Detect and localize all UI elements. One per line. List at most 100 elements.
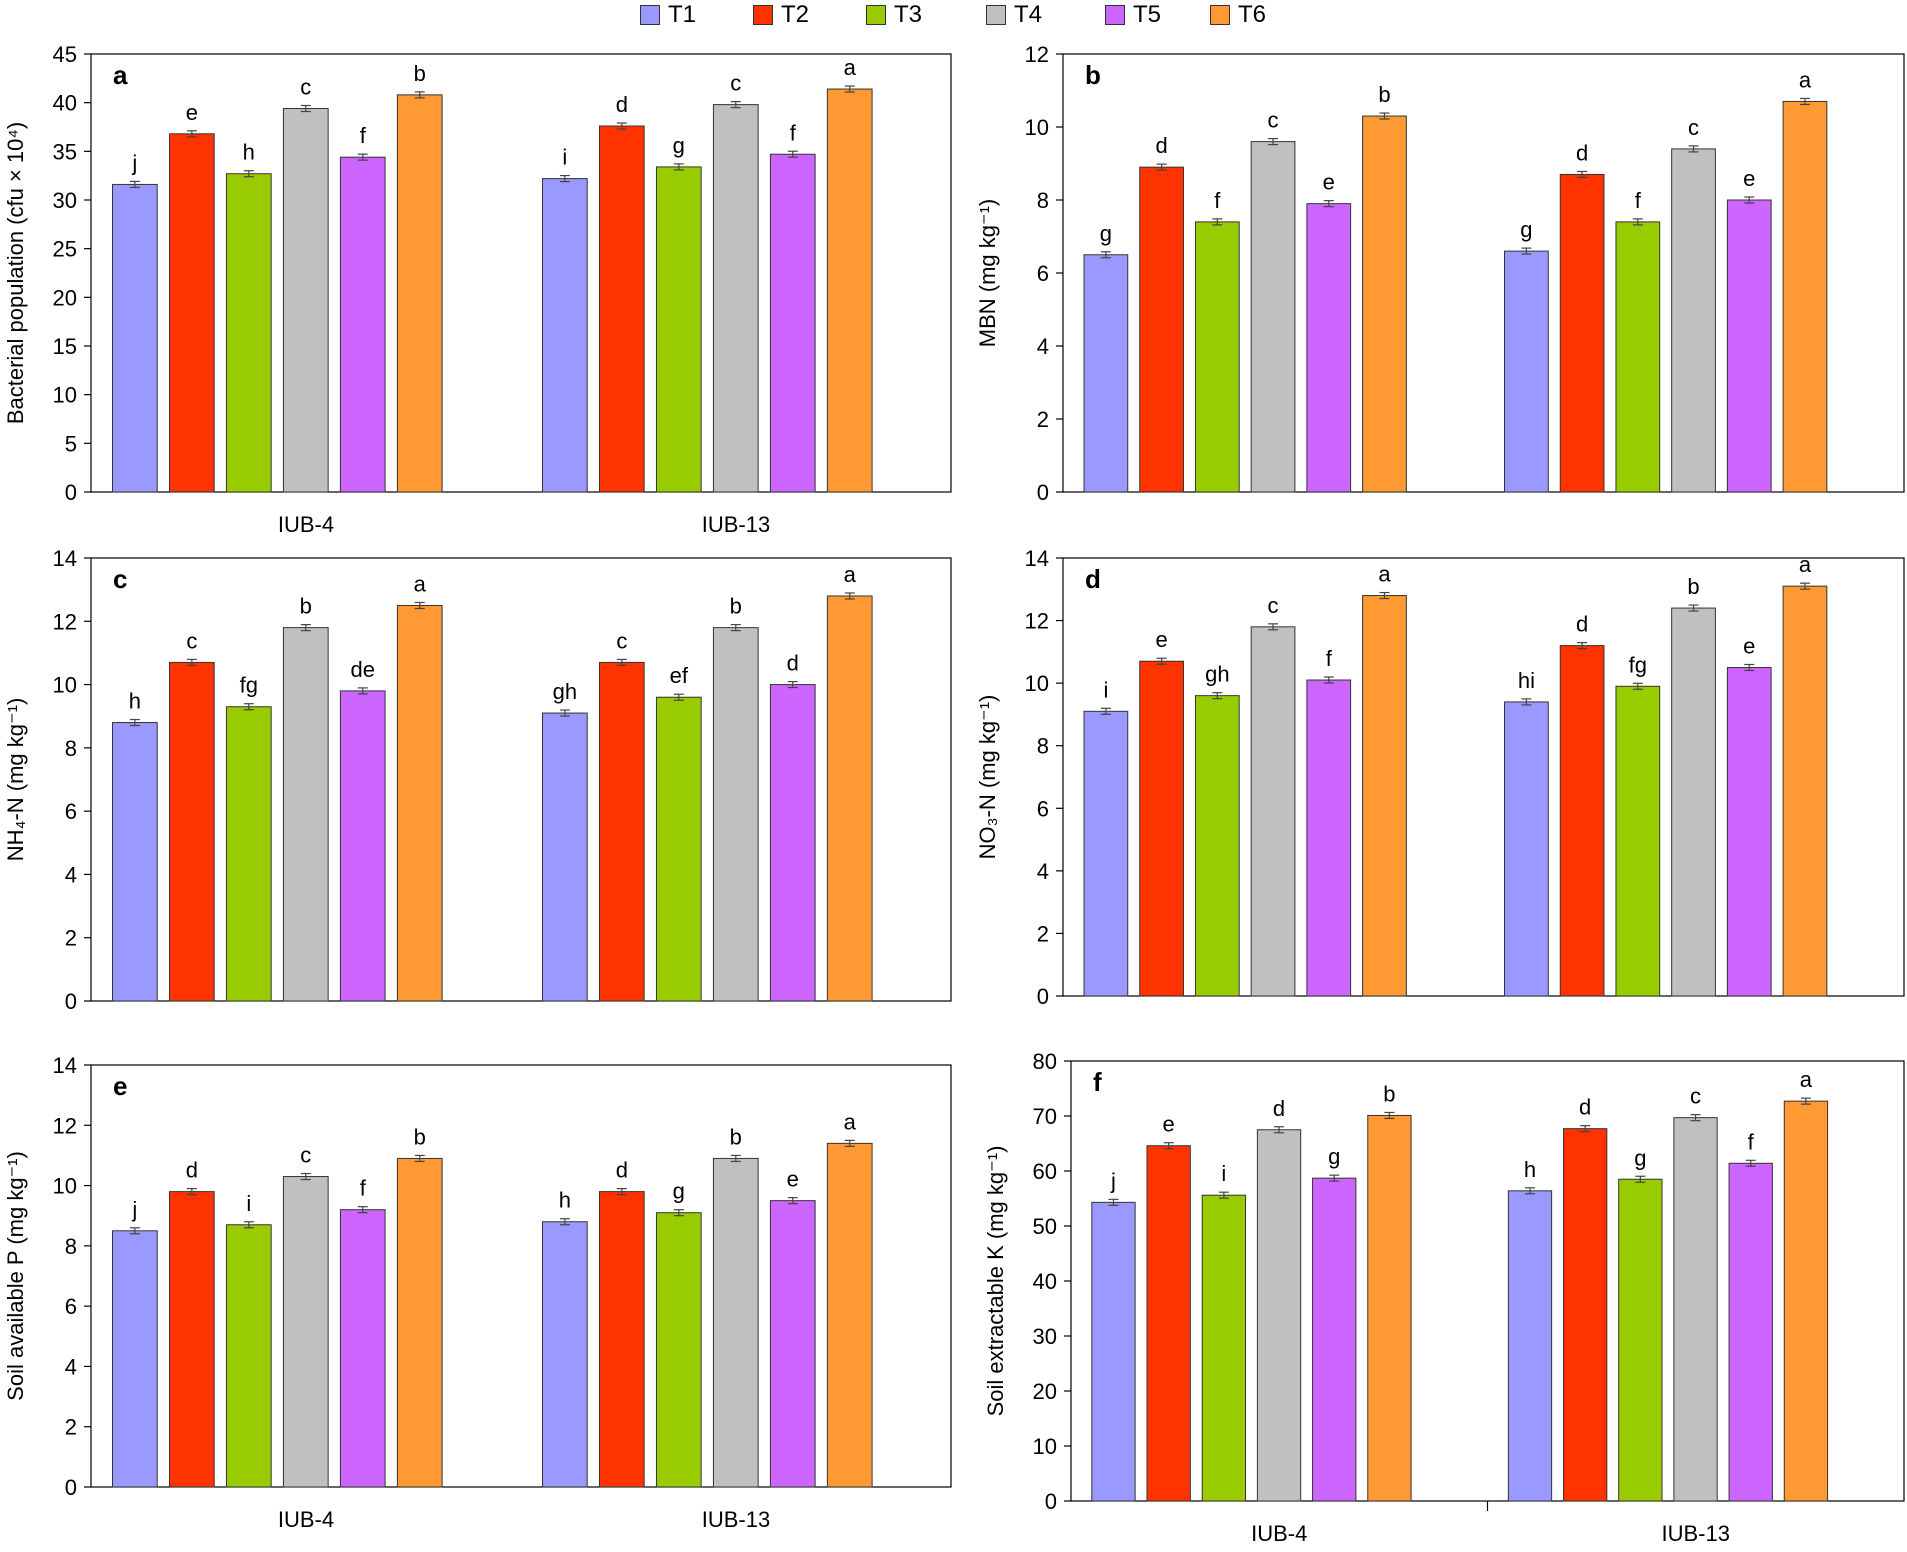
y-tick-label: 12 — [1025, 609, 1049, 634]
bar-t4-iub-4 — [282, 108, 329, 493]
significance-letter: a — [1800, 1067, 1813, 1092]
plot-frame — [1062, 557, 1905, 997]
x-tick-label: IUB-13 — [702, 512, 770, 537]
bar-t5-iub-13 — [769, 684, 816, 1002]
plot-frame — [1062, 53, 1905, 493]
y-tick-label: 30 — [1033, 1324, 1057, 1349]
bar-t5-iub-13 — [769, 1200, 816, 1488]
significance-letter: c — [1268, 108, 1279, 133]
y-tick-label: 45 — [53, 42, 77, 67]
bar-t1-iub-13 — [1504, 250, 1549, 493]
y-tick-label: 10 — [53, 673, 77, 698]
bar-t4-iub-13 — [712, 627, 759, 1002]
y-tick-label: 6 — [65, 1294, 77, 1319]
bar-t2-iub-4 — [1139, 660, 1184, 997]
y-tick-label: 2 — [1037, 407, 1049, 432]
bar-t4-iub-13 — [1671, 148, 1716, 493]
bar-t1-iub-13 — [1507, 1190, 1553, 1502]
significance-letter: c — [730, 71, 741, 96]
significance-letter: gh — [553, 679, 577, 704]
significance-letter: f — [1326, 646, 1333, 671]
bar-t1-iub-4 — [112, 183, 158, 493]
significance-letter: d — [186, 1158, 198, 1183]
bar-t5-iub-4 — [1312, 1177, 1357, 1502]
bar-t3-iub-13 — [1615, 221, 1661, 493]
legend-swatch-t3 — [866, 5, 886, 25]
significance-letter: e — [787, 1167, 799, 1192]
significance-letter: c — [1688, 115, 1699, 140]
bar-t2-iub-4 — [1146, 1145, 1191, 1502]
significance-letter: d — [1273, 1096, 1285, 1121]
bar-t3-iub-4 — [225, 1224, 272, 1488]
y-tick-label: 0 — [1037, 984, 1049, 1009]
y-tick-label: 10 — [53, 1174, 77, 1199]
significance-letter: hi — [1518, 668, 1535, 693]
legend-label-t2: T2 — [781, 1, 810, 28]
y-tick-label: 25 — [53, 237, 77, 262]
x-tick-label: IUB-13 — [702, 1507, 770, 1532]
significance-letter: f — [1214, 188, 1221, 213]
bar-t5-iub-4 — [339, 690, 386, 1002]
plot-frame — [90, 1064, 952, 1488]
y-axis-label: NH₄-N (mg kg⁻¹) — [3, 698, 28, 862]
bar-t1-iub-13 — [1504, 701, 1549, 997]
legend-item-t2: T2 — [753, 1, 810, 28]
y-tick-label: 4 — [65, 862, 77, 887]
panel-a: 0 5 10 15 20 25 30 35 40 45 Bacterial population (… — [3, 42, 952, 537]
bar-t4-iub-4 — [1256, 1129, 1302, 1502]
y-axis-label: Bacterial population (cfu × 10⁴) — [3, 122, 28, 424]
significance-letter: b — [730, 594, 742, 619]
y-tick-label: 40 — [53, 91, 77, 116]
significance-letter: c — [300, 1143, 311, 1168]
bar-t6-iub-13 — [1782, 100, 1828, 493]
panel-letter: c — [113, 564, 127, 594]
bar-t1-iub-4 — [1091, 1201, 1136, 1502]
y-tick-label: 0 — [1045, 1489, 1057, 1514]
significance-letter: j — [131, 1197, 137, 1222]
plot-frame — [90, 557, 952, 1002]
legend-label-t4: T4 — [1014, 1, 1043, 28]
significance-letter: a — [844, 1109, 857, 1134]
legend-item-t4: T4 — [986, 1, 1043, 28]
significance-letter: e — [1323, 170, 1335, 195]
bar-t3-iub-13 — [655, 1212, 702, 1488]
legend-swatch-t5 — [1105, 5, 1125, 25]
y-tick-label: 14 — [53, 1053, 77, 1078]
bar-t1-iub-13 — [542, 712, 588, 1002]
y-tick-label: 4 — [1037, 859, 1049, 884]
y-tick-label: 8 — [1037, 188, 1049, 213]
significance-letter: b — [300, 594, 312, 619]
significance-letter: i — [1103, 677, 1108, 702]
significance-letter: h — [243, 140, 255, 165]
significance-letter: e — [186, 100, 198, 125]
bar-t2-iub-13 — [598, 661, 645, 1002]
bar-t2-iub-4 — [168, 133, 215, 493]
significance-letter: c — [1268, 593, 1279, 618]
plot-frame — [1070, 1060, 1905, 1502]
bar-t5-iub-13 — [1726, 667, 1772, 997]
legend-item-t1: T1 — [640, 1, 696, 28]
y-tick-label: 8 — [65, 736, 77, 761]
y-tick-label: 10 — [53, 383, 77, 408]
significance-letter: de — [351, 657, 375, 682]
bar-t4-iub-4 — [1250, 626, 1296, 997]
y-tick-label: 50 — [1033, 1214, 1057, 1239]
significance-letter: e — [1743, 634, 1755, 659]
significance-letter: g — [1520, 217, 1532, 242]
legend-label-t6: T6 — [1238, 1, 1267, 28]
bar-t1-iub-4 — [112, 722, 158, 1002]
bar-t6-iub-13 — [1783, 1100, 1829, 1502]
significance-letter: a — [1799, 552, 1812, 577]
significance-letter: c — [616, 628, 627, 653]
bar-t1-iub-4 — [112, 1230, 158, 1488]
legend-label-t5: T5 — [1133, 1, 1162, 28]
bar-t3-iub-13 — [655, 166, 702, 493]
bar-t5-iub-13 — [1728, 1162, 1773, 1502]
y-tick-label: 20 — [1033, 1379, 1057, 1404]
significance-letter: b — [1687, 574, 1699, 599]
significance-letter: e — [1163, 1112, 1175, 1137]
y-tick-label: 20 — [53, 285, 77, 310]
y-tick-label: 80 — [1033, 1049, 1057, 1074]
significance-letter: j — [1110, 1168, 1116, 1193]
bar-t6-iub-4 — [1362, 595, 1407, 997]
